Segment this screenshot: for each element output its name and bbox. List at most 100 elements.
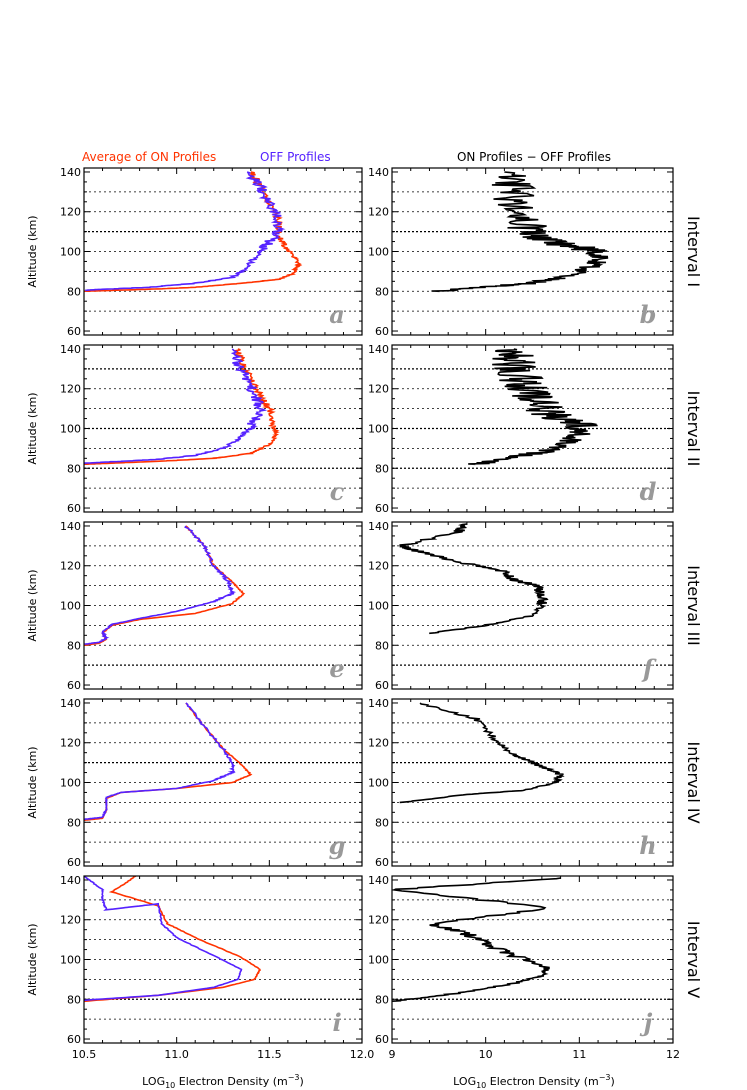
panel-letter: d (640, 477, 657, 506)
panel-f: 60 80 100 120 140 f (368, 520, 674, 692)
interval-label: Interval V (684, 921, 703, 998)
series-group (468, 348, 598, 466)
x-axis-label-right: LOG10 Electron Density (m−3) (453, 1073, 615, 1090)
panel-letter: e (329, 654, 344, 683)
y-tick-label: 80 (375, 639, 389, 652)
series-line-difference (431, 171, 609, 293)
panel-letter: a (329, 300, 345, 329)
panel-i: 60 80 100 120 140 10.5 11.0 11.5 12.0 Altitude (k… (26, 874, 703, 1061)
plot-frame (391, 344, 674, 513)
y-tick-label: 140 (60, 874, 81, 887)
series-group (399, 702, 565, 804)
panel-b: 60 80 100 120 140 b (368, 166, 674, 338)
series-group (84, 171, 303, 293)
y-tick-label: 140 (60, 343, 81, 356)
y-tick-label: 60 (375, 679, 389, 692)
series-group (84, 702, 253, 822)
panel-c: 60 80 100 120 140 Altitude (km) c Interval II (26, 343, 703, 515)
y-tick-label: 120 (368, 206, 389, 219)
y-tick-label: 80 (67, 816, 81, 829)
y-tick-label: 100 (60, 777, 81, 790)
y-tick-label: 140 (60, 520, 81, 533)
panel-g: 60 80 100 120 140 Altitude (km) g Interval IV (26, 697, 703, 869)
series-line-off-profiles (85, 171, 286, 292)
series-line-difference (392, 877, 561, 1002)
series-line-off-profiles (84, 348, 268, 465)
y-tick-label: 100 (368, 246, 389, 259)
y-tick-label: 100 (368, 423, 389, 436)
series-line-difference (399, 702, 565, 804)
y-tick-label: 80 (67, 993, 81, 1006)
y-tick-label: 120 (368, 560, 389, 573)
x-tick-label: 12 (666, 1048, 680, 1061)
panel-letter: i (332, 1008, 341, 1037)
series-line-off-profiles (84, 702, 236, 821)
x-tick-label: 11 (572, 1048, 586, 1061)
y-tick-label: 140 (368, 697, 389, 710)
y-tick-label: 60 (67, 325, 81, 338)
x-tick-label: 11.0 (164, 1048, 189, 1061)
y-tick-label: 60 (375, 856, 389, 869)
y-tick-label: 140 (60, 697, 81, 710)
y-axis-label: Altitude (km) (26, 392, 39, 464)
panel-a: 60 80 100 120 140 Altitude (km) a Interval I (26, 166, 703, 338)
panel-letter: c (330, 477, 345, 506)
y-tick-label: 140 (368, 520, 389, 533)
y-tick-label: 120 (60, 383, 81, 396)
y-tick-label: 80 (375, 816, 389, 829)
y-tick-label: 80 (375, 462, 389, 475)
y-tick-label: 100 (60, 954, 81, 967)
panel-h: 60 80 100 120 140 h (368, 697, 674, 869)
y-tick-label: 60 (67, 856, 81, 869)
series-group (84, 876, 261, 1003)
plot-frame (83, 344, 363, 513)
plot-frame (391, 521, 674, 690)
y-axis-label: Altitude (km) (26, 746, 39, 818)
plot-frame (391, 698, 674, 867)
series-line-off-profiles (84, 876, 243, 1002)
panel-letter: f (641, 654, 657, 683)
panel-letter: g (329, 831, 346, 860)
x-axis-label-left: LOG10 Electron Density (m−3) (142, 1073, 304, 1090)
series-line-difference (468, 348, 598, 466)
y-tick-label: 60 (67, 679, 81, 692)
interval-label: Interval III (684, 565, 703, 646)
plot-frame (391, 167, 674, 336)
y-tick-label: 140 (368, 874, 389, 887)
x-tick-label: 9 (389, 1048, 396, 1061)
plot-frame (83, 698, 363, 867)
series-line-difference (399, 523, 549, 635)
y-tick-label: 60 (375, 325, 389, 338)
series-group (431, 171, 609, 293)
series-group (84, 348, 280, 466)
x-tick-label: 10.5 (72, 1048, 97, 1061)
y-tick-label: 120 (60, 737, 81, 750)
legend-off-label: OFF Profiles (260, 150, 331, 164)
y-tick-label: 100 (368, 954, 389, 967)
x-tick-label: 12.0 (350, 1048, 375, 1061)
x-tick-label: 10 (479, 1048, 493, 1061)
y-tick-label: 120 (368, 737, 389, 750)
y-tick-label: 100 (60, 246, 81, 259)
y-tick-label: 140 (368, 166, 389, 179)
interval-label: Interval I (684, 216, 703, 287)
y-tick-label: 140 (368, 343, 389, 356)
y-tick-label: 80 (375, 285, 389, 298)
panel-j: 60 80 100 120 140 9 10 11 12 j (368, 874, 680, 1061)
plot-frame (83, 875, 363, 1044)
legend-on-label: Average of ON Profiles (82, 150, 216, 164)
y-tick-label: 60 (67, 502, 81, 515)
series-group (392, 877, 561, 1002)
interval-label: Interval IV (684, 741, 703, 823)
y-tick-label: 120 (60, 914, 81, 927)
panels: 60 80 100 120 140 Altitude (km) a Interval I 60 8… (26, 166, 703, 1061)
y-axis-label: Altitude (km) (26, 569, 39, 641)
y-tick-label: 80 (67, 285, 81, 298)
y-tick-label: 140 (60, 166, 81, 179)
panel-e: 60 80 100 120 140 Altitude (km) e Interval III (26, 520, 703, 692)
plot-frame (391, 875, 674, 1044)
series-line-off-profiles (84, 525, 237, 645)
y-tick-label: 80 (67, 462, 81, 475)
y-tick-label: 60 (67, 1033, 81, 1046)
y-tick-label: 120 (60, 560, 81, 573)
